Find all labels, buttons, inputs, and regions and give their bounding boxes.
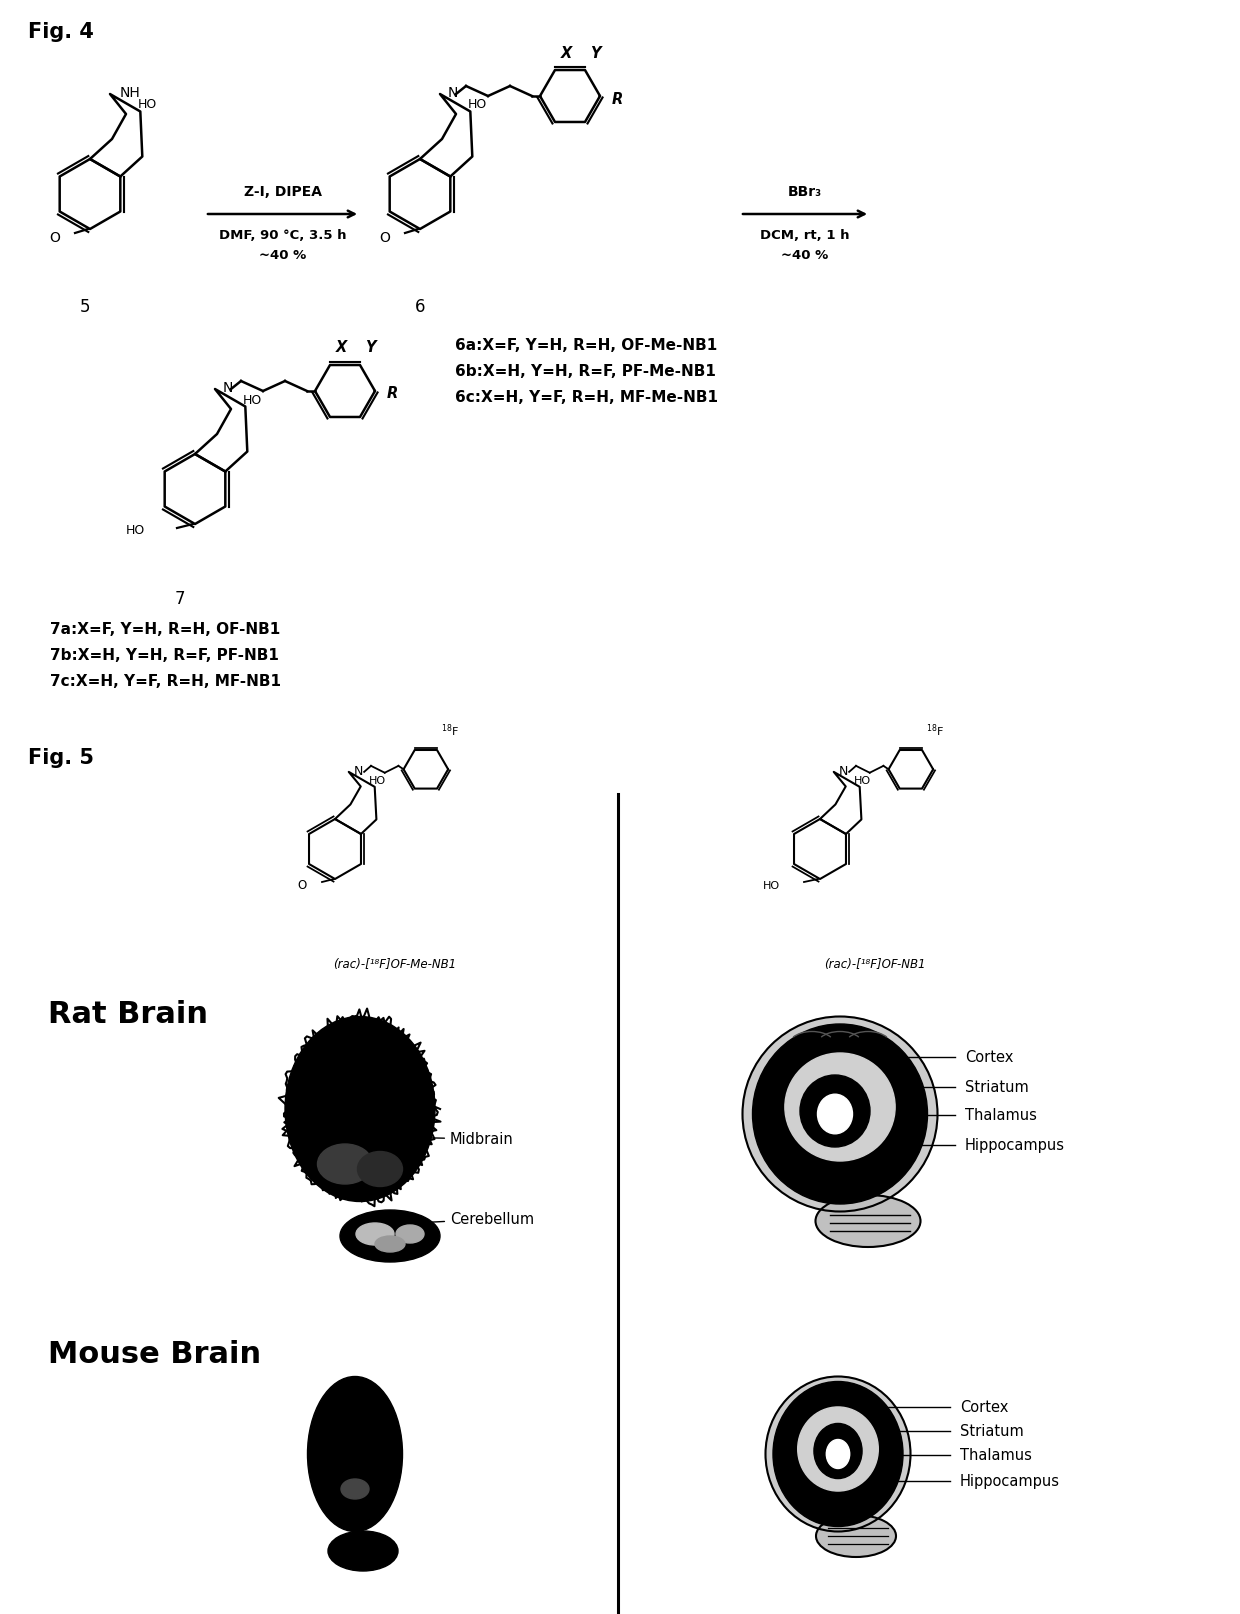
Text: HO: HO xyxy=(467,98,487,111)
Ellipse shape xyxy=(317,1144,372,1185)
Text: Cortex: Cortex xyxy=(965,1049,1013,1065)
Text: Fig. 5: Fig. 5 xyxy=(29,747,94,768)
Text: Z-I, DIPEA: Z-I, DIPEA xyxy=(243,186,321,199)
Text: ~40 %: ~40 % xyxy=(259,249,306,261)
Ellipse shape xyxy=(765,1377,910,1532)
Text: HO: HO xyxy=(138,98,157,111)
Text: Y: Y xyxy=(590,45,600,60)
Text: Mouse Brain: Mouse Brain xyxy=(48,1340,262,1369)
Text: Striatum: Striatum xyxy=(965,1080,1029,1094)
Text: NH: NH xyxy=(120,86,141,100)
Text: Striatum: Striatum xyxy=(960,1424,1024,1438)
Text: R: R xyxy=(613,92,624,107)
Text: Cortex: Cortex xyxy=(960,1399,1008,1414)
Text: Thalamus: Thalamus xyxy=(965,1107,1037,1123)
Ellipse shape xyxy=(340,1210,440,1262)
Text: 7: 7 xyxy=(175,589,185,607)
Text: Cerebellum: Cerebellum xyxy=(398,1212,534,1227)
Text: O: O xyxy=(50,231,60,245)
Text: 6b:X=H, Y=H, R=F, PF-Me-NB1: 6b:X=H, Y=H, R=F, PF-Me-NB1 xyxy=(455,363,715,379)
Text: BBr₃: BBr₃ xyxy=(787,186,822,199)
Ellipse shape xyxy=(329,1532,398,1570)
Ellipse shape xyxy=(816,1196,920,1248)
Ellipse shape xyxy=(773,1382,903,1527)
Text: HO: HO xyxy=(243,394,262,407)
Text: 5: 5 xyxy=(79,299,91,316)
Ellipse shape xyxy=(743,1017,937,1212)
Text: Midbrain: Midbrain xyxy=(393,1131,513,1148)
Text: HO: HO xyxy=(854,775,872,784)
Text: HO: HO xyxy=(763,881,780,891)
Ellipse shape xyxy=(797,1407,878,1491)
Text: N: N xyxy=(353,763,363,778)
Ellipse shape xyxy=(817,1094,853,1135)
Text: O: O xyxy=(298,880,308,893)
Ellipse shape xyxy=(785,1054,895,1162)
Text: (rac)-[¹⁸F]OF-Me-NB1: (rac)-[¹⁸F]OF-Me-NB1 xyxy=(334,957,456,970)
Text: 6: 6 xyxy=(414,299,425,316)
Text: Fig. 4: Fig. 4 xyxy=(29,23,94,42)
Text: 7c:X=H, Y=F, R=H, MF-NB1: 7c:X=H, Y=F, R=H, MF-NB1 xyxy=(50,673,281,689)
Text: O: O xyxy=(379,231,391,245)
Text: Rat Brain: Rat Brain xyxy=(48,999,208,1028)
Text: N: N xyxy=(223,381,233,395)
Ellipse shape xyxy=(285,1017,435,1202)
Ellipse shape xyxy=(800,1075,870,1148)
Text: $^{18}$F: $^{18}$F xyxy=(926,721,945,738)
Text: Hippocampus: Hippocampus xyxy=(965,1138,1065,1152)
Text: R: R xyxy=(387,386,398,402)
Ellipse shape xyxy=(356,1223,394,1246)
Text: 7a:X=F, Y=H, R=H, OF-NB1: 7a:X=F, Y=H, R=H, OF-NB1 xyxy=(50,621,280,636)
Text: $^{18}$F: $^{18}$F xyxy=(441,721,459,738)
Ellipse shape xyxy=(341,1478,370,1499)
Text: N: N xyxy=(838,763,848,778)
Ellipse shape xyxy=(396,1225,424,1243)
Text: Y: Y xyxy=(365,341,376,355)
Ellipse shape xyxy=(813,1424,862,1478)
Text: 7b:X=H, Y=H, R=F, PF-NB1: 7b:X=H, Y=H, R=F, PF-NB1 xyxy=(50,647,279,663)
Ellipse shape xyxy=(826,1440,849,1469)
Text: Hippocampus: Hippocampus xyxy=(960,1474,1060,1488)
Text: X: X xyxy=(560,45,572,60)
Text: (rac)-[¹⁸F]OF-NB1: (rac)-[¹⁸F]OF-NB1 xyxy=(825,957,926,970)
Ellipse shape xyxy=(308,1377,403,1532)
Text: HO: HO xyxy=(370,775,387,784)
Ellipse shape xyxy=(357,1152,403,1186)
Text: DMF, 90 °C, 3.5 h: DMF, 90 °C, 3.5 h xyxy=(218,229,346,242)
Text: Thalamus: Thalamus xyxy=(960,1448,1032,1462)
Text: HO: HO xyxy=(125,523,145,536)
Text: 6a:X=F, Y=H, R=H, OF-Me-NB1: 6a:X=F, Y=H, R=H, OF-Me-NB1 xyxy=(455,337,717,353)
Ellipse shape xyxy=(753,1025,928,1204)
Text: 6c:X=H, Y=F, R=H, MF-Me-NB1: 6c:X=H, Y=F, R=H, MF-Me-NB1 xyxy=(455,389,718,405)
Text: ~40 %: ~40 % xyxy=(781,249,828,261)
Text: N: N xyxy=(448,86,459,100)
Ellipse shape xyxy=(816,1516,897,1558)
Text: X: X xyxy=(336,341,347,355)
Text: DCM, rt, 1 h: DCM, rt, 1 h xyxy=(760,229,849,242)
Ellipse shape xyxy=(374,1236,405,1252)
